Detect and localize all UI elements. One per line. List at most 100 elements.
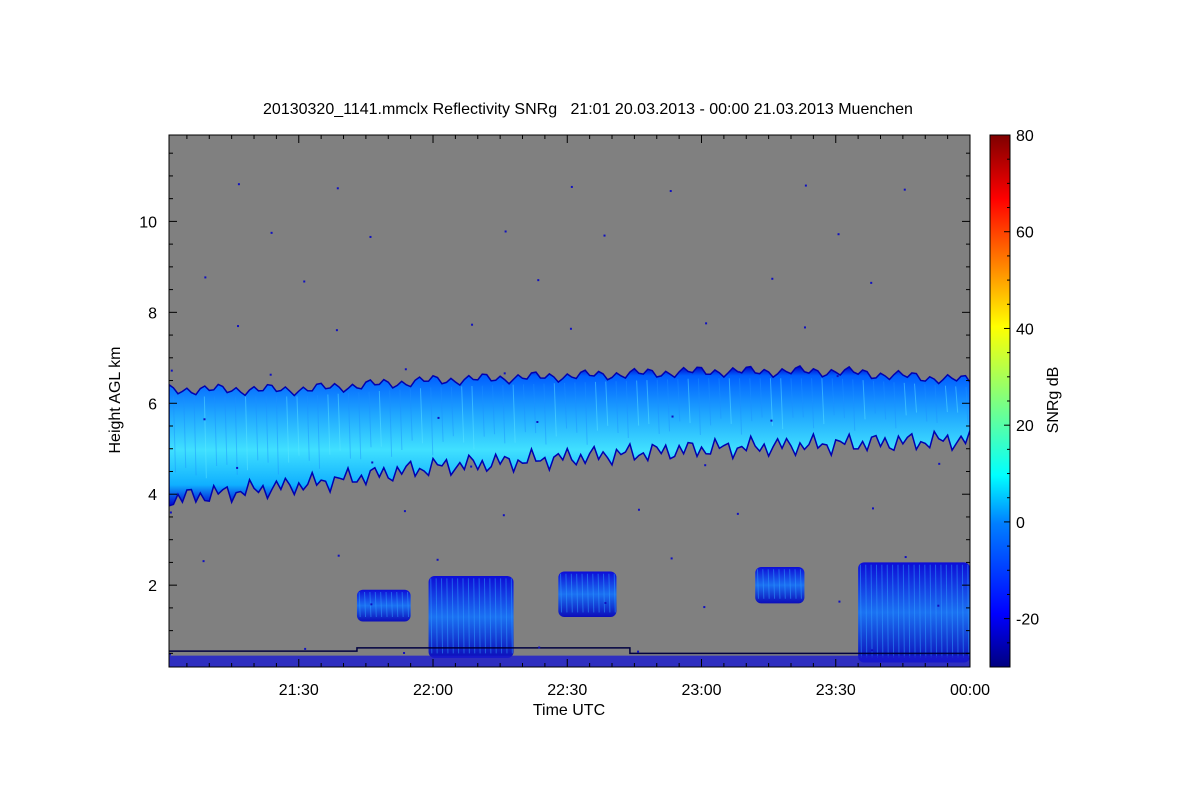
noise-pixel [337, 554, 340, 557]
lower-cloud-streak [756, 569, 759, 599]
colorbar-tick-label: 0 [1016, 515, 1025, 532]
cloud-streak [728, 378, 732, 424]
lower-cloud-streak [608, 573, 611, 613]
noise-pixel [502, 514, 505, 517]
cloud-streak [883, 381, 887, 420]
noise-pixel [470, 465, 473, 468]
noise-pixel [637, 650, 640, 653]
noise-pixel [404, 368, 407, 371]
cloud-streak [831, 378, 835, 416]
x-tick-label: 22:00 [413, 682, 453, 699]
lower-cloud-streak [592, 573, 595, 613]
cloud-streak [821, 378, 825, 425]
clutter-line [169, 647, 970, 655]
noise-pixel [871, 649, 874, 652]
cloud-streak [347, 393, 351, 459]
cloud-streak [358, 392, 362, 460]
lower-cloud-streak [489, 578, 492, 654]
lower-cloud-streak [483, 578, 486, 654]
lower-cloud-streak [881, 564, 884, 658]
noise-pixel [737, 370, 740, 373]
noise-pixel [169, 653, 171, 656]
lower-cloud-segment [428, 576, 514, 658]
cloud-streak [625, 380, 629, 438]
noise-pixel [603, 234, 606, 237]
lower-cloud-streak [924, 564, 927, 658]
lower-cloud-streak [870, 564, 873, 658]
lower-cloud-streak [462, 578, 465, 654]
cloud-streak [677, 379, 681, 422]
colorbar-tick-label: 40 [1016, 321, 1034, 338]
noise-pixel [736, 512, 739, 515]
noise-pixel [704, 464, 707, 467]
lower-cloud-streak [908, 564, 911, 658]
lower-cloud-streak [396, 591, 399, 618]
cloud-streak [656, 379, 660, 434]
lower-cloud-streak [570, 573, 573, 613]
lower-cloud-streak [918, 564, 921, 658]
lower-cloud-streak [773, 569, 776, 599]
lower-cloud-streak [865, 564, 868, 658]
cloud-streak [934, 384, 938, 423]
noise-pixel [203, 418, 206, 421]
noise-pixel [237, 183, 240, 186]
plot-frame [168, 134, 971, 668]
cloud-streak [409, 388, 413, 441]
colorbar-label: SNRg dB [1045, 367, 1062, 434]
cloud-streak [553, 383, 557, 437]
cloud-streak [440, 387, 444, 442]
noise-pixel [705, 322, 708, 325]
lower-cloud-streak [505, 578, 508, 654]
lower-cloud-streak [478, 578, 481, 654]
cloud-streak [419, 388, 423, 444]
lower-cloud-streak [875, 564, 878, 658]
cloud-streak [533, 383, 537, 434]
lower-cloud-streak [430, 578, 433, 654]
lower-cloud-streak [401, 591, 404, 618]
x-axis-label: Time UTC [533, 702, 605, 719]
lower-cloud-streak [364, 591, 367, 618]
chart-title: 20130320_1141.mmclx Reflectivity SNRg 21… [263, 101, 913, 118]
lower-cloud-streak [390, 591, 393, 618]
noise-pixel [903, 188, 906, 191]
lower-cloud-streak [576, 573, 579, 613]
noise-pixel [836, 375, 839, 378]
cloud-streak [378, 390, 382, 447]
lower-cloud-streak [956, 564, 959, 658]
cloud-streak [450, 386, 454, 437]
lower-cloud-streak [473, 578, 476, 654]
lower-cloud-segment [558, 571, 617, 617]
cloud-streak [718, 378, 722, 419]
cloud-streak [872, 380, 876, 414]
noise-pixel [436, 558, 439, 561]
cloud-streak [739, 378, 743, 435]
cloud-streak [234, 396, 238, 475]
cloud-streak [317, 395, 321, 469]
noise-pixel [170, 369, 173, 372]
noise-pixel [872, 507, 875, 510]
cloud-streak [214, 396, 218, 467]
lower-cloud-streak [789, 569, 792, 599]
cloud-streak [780, 378, 784, 430]
x-tick-label: 00:00 [950, 682, 990, 699]
noise-pixel [938, 462, 941, 465]
lower-cloud-streak [913, 564, 916, 658]
cloud-streak [265, 396, 269, 463]
cloud-streak [594, 381, 598, 431]
noise-pixel [670, 557, 673, 560]
lower-cloud-streak [961, 564, 964, 658]
cloud-streak [492, 385, 496, 435]
cloud-streak [841, 378, 845, 419]
noise-pixel [837, 233, 840, 236]
lower-cloud-streak [385, 591, 388, 618]
cloud-streak [522, 384, 526, 433]
cloud-streak [512, 384, 516, 443]
noise-pixel [569, 327, 572, 330]
noise-pixel [437, 416, 440, 419]
cloud-streak [399, 389, 403, 451]
y-tick-label: 6 [148, 396, 157, 413]
noise-pixel [803, 326, 806, 329]
cloud-streak [471, 386, 475, 450]
lower-cloud-streak [929, 564, 932, 658]
